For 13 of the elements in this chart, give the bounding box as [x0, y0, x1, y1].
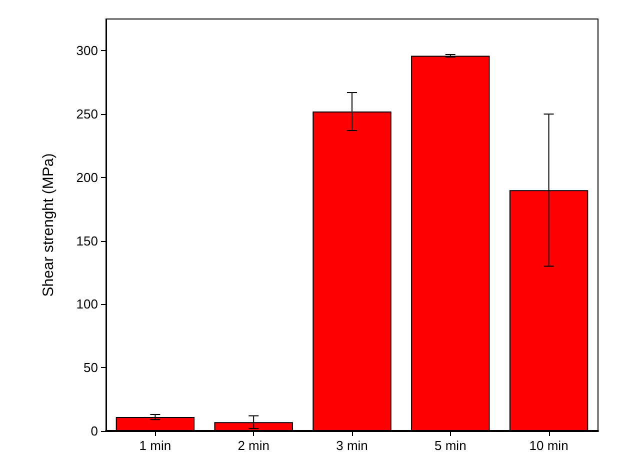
- x-tick-label: 3 min: [336, 438, 368, 453]
- y-tick-label: 100: [76, 296, 98, 312]
- y-tick-label: 150: [76, 233, 98, 248]
- x-tick-label: 5 min: [434, 438, 466, 453]
- x-tick-label: 1 min: [139, 438, 172, 453]
- y-axis-title: Shear strenght (MPa): [40, 153, 57, 297]
- y-tick-label: 300: [76, 43, 98, 58]
- y-tick-label: 250: [76, 106, 98, 122]
- y-tick-label: 50: [84, 360, 98, 376]
- x-tick-label: 2 min: [238, 438, 270, 453]
- y-tick-label: 0: [90, 424, 98, 438]
- y-tick-label: 200: [76, 170, 98, 185]
- x-tick-label: 10 min: [529, 438, 568, 453]
